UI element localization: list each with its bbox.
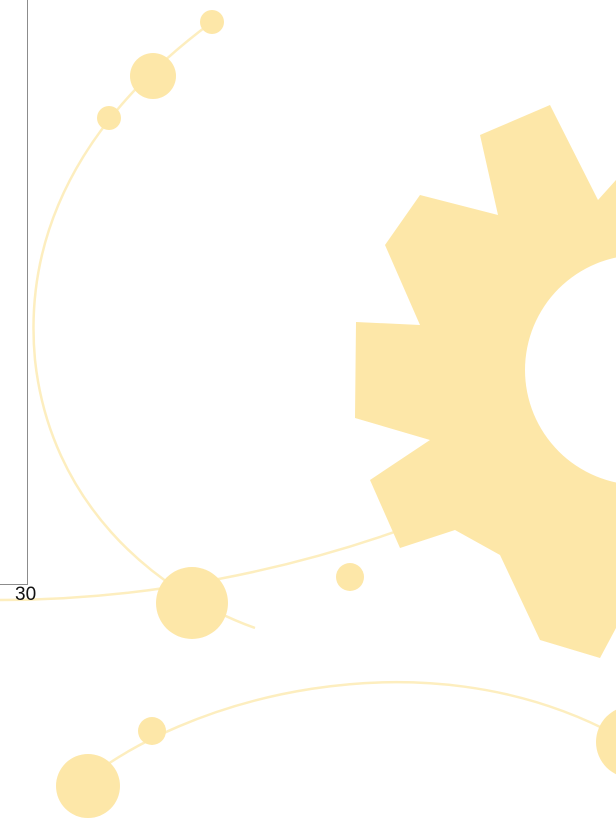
gear-icon <box>355 105 616 658</box>
chart-x-axis-line <box>0 584 28 585</box>
decor-dot <box>130 53 176 99</box>
decor-dot <box>156 567 228 639</box>
x-axis-tick-label: 30 <box>15 584 37 605</box>
decor-arc-upper <box>32 20 256 630</box>
decor-dot <box>200 10 224 34</box>
decor-dot <box>596 709 616 775</box>
decor-dot <box>56 754 120 818</box>
chart-y-axis-line <box>27 0 28 585</box>
decor-dot <box>97 106 121 130</box>
decor-dot <box>138 717 166 745</box>
decor-arc-lower <box>79 680 616 786</box>
decor-dot <box>336 563 364 591</box>
